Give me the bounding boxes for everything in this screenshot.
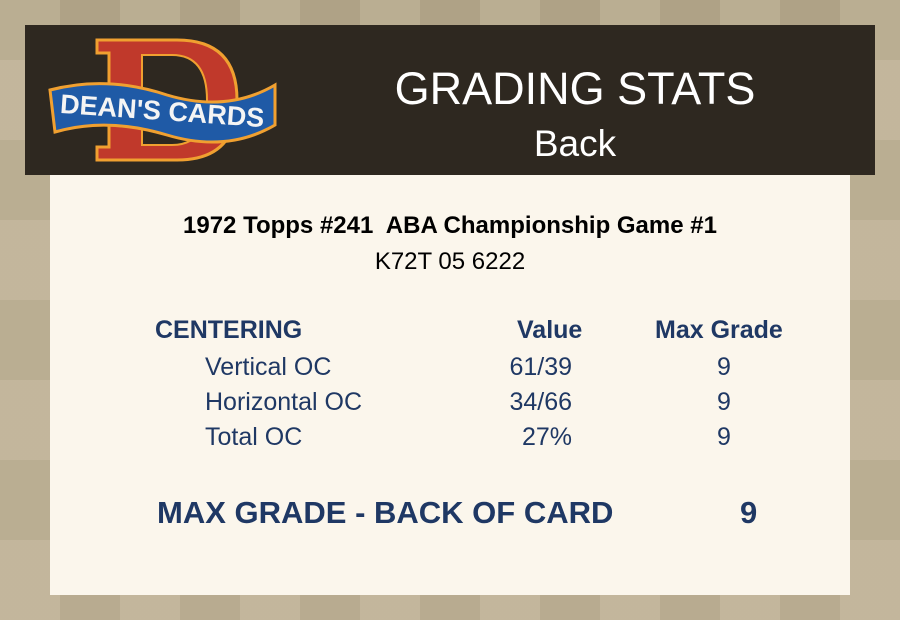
row-label: Vertical OC bbox=[205, 353, 332, 381]
row-value: 34/66 bbox=[509, 388, 572, 416]
final-grade-label: MAX GRADE - BACK OF CARD bbox=[157, 495, 614, 530]
header-banner: DEAN'S CARDS GRADING STATS Back bbox=[25, 25, 875, 175]
row-label: Horizontal OC bbox=[205, 388, 362, 416]
row-value: 61/39 bbox=[509, 353, 572, 381]
row-label: Total OC bbox=[205, 423, 303, 451]
card-title: 1972 Topps #241 ABA Championship Game #1 bbox=[183, 212, 717, 239]
row-max-grade: 9 bbox=[717, 423, 731, 451]
deans-cards-logo: DEAN'S CARDS bbox=[48, 38, 277, 162]
stats-panel: 1972 Topps #241 ABA Championship Game #1… bbox=[50, 175, 850, 595]
section-heading: CENTERING bbox=[155, 316, 303, 344]
final-grade-value: 9 bbox=[740, 495, 758, 530]
row-max-grade: 9 bbox=[717, 388, 731, 416]
row-value: 27% bbox=[521, 423, 572, 451]
page-title: GRADING STATS bbox=[394, 63, 756, 114]
page-subtitle: Back bbox=[533, 123, 617, 164]
row-max-grade: 9 bbox=[717, 353, 731, 381]
column-header-max-grade: Max Grade bbox=[655, 316, 783, 344]
column-header-value: Value bbox=[517, 316, 583, 344]
cert-number: K72T 05 6222 bbox=[374, 248, 526, 275]
